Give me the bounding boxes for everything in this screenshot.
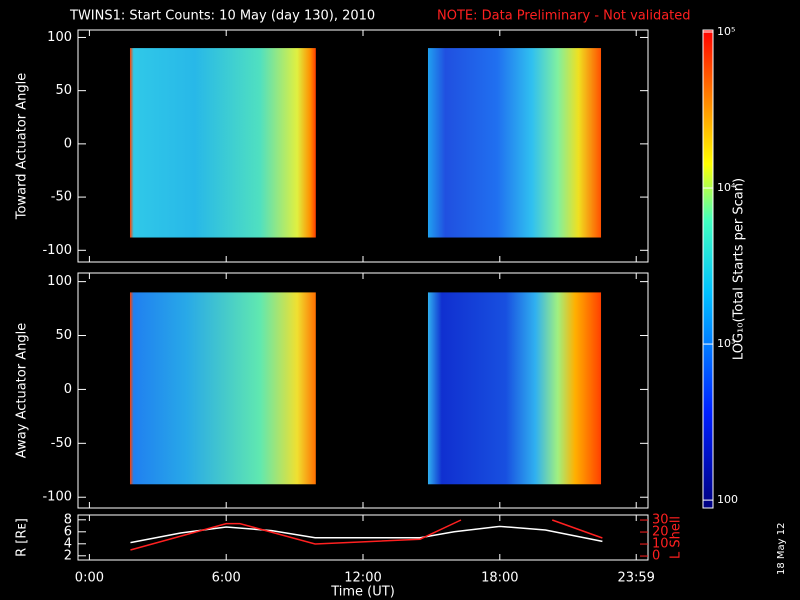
y-axis-label: Toward Actuator Angle — [15, 73, 30, 220]
frame — [77, 272, 649, 509]
y2-tick-label: 10 — [652, 537, 669, 552]
note: NOTE: Data Preliminary - Not validated — [437, 9, 691, 24]
y-tick-label: -100 — [42, 243, 72, 258]
series-line — [130, 526, 602, 542]
y-tick-label: 8 — [64, 512, 72, 527]
heatmap-block — [427, 292, 602, 485]
x-tick-label: 0:00 — [75, 571, 104, 586]
colorbar-tick-label: 10⁴ — [717, 181, 736, 194]
frame — [77, 514, 649, 561]
colorbar-tick-label: 100 — [717, 493, 738, 506]
date-stamp: 18 May 12 — [776, 523, 787, 575]
x-tick-label: 18:00 — [481, 571, 518, 586]
y-tick-label: -50 — [51, 190, 72, 205]
y-tick-label: 0 — [64, 382, 72, 397]
y-tick-label: -100 — [42, 490, 72, 505]
heatmap-block — [129, 48, 316, 238]
y-tick-label: 6 — [64, 524, 72, 539]
y-axis-label: Away Actuator Angle — [15, 323, 30, 458]
y2-axis-label: L Shell — [669, 516, 684, 559]
x-axis-label: Time (UT) — [330, 585, 395, 600]
y-tick-label: 0 — [64, 136, 72, 151]
x-tick-label: 23:59 — [617, 571, 654, 586]
y-tick-label: 2 — [64, 548, 72, 563]
x-tick-label: 6:00 — [212, 571, 241, 586]
heatmap-block — [129, 292, 316, 485]
heatmap-block — [427, 48, 602, 238]
title: TWINS1: Start Counts: 10 May (day 130), … — [69, 9, 375, 24]
y-tick-label: 50 — [55, 83, 72, 98]
series-line — [130, 520, 602, 550]
colorbar-label: LOG₁₀(Total Starts per Scan) — [732, 178, 747, 360]
colorbar — [702, 29, 714, 509]
y-tick-label: -50 — [51, 436, 72, 451]
y-tick-label: 4 — [64, 536, 72, 551]
y2-tick-label: 20 — [652, 525, 669, 540]
y2-tick-label: 30 — [652, 513, 669, 528]
x-tick-label: 12:00 — [344, 571, 381, 586]
y-axis-label: R [Rᴇ] — [15, 518, 30, 557]
frame — [77, 29, 649, 263]
y-tick-label: 50 — [55, 328, 72, 343]
y2-tick-label: 0 — [652, 549, 660, 564]
colorbar-tick-label: 10³ — [717, 337, 735, 350]
y-tick-label: 100 — [47, 274, 72, 289]
y-tick-label: 100 — [47, 30, 72, 45]
colorbar-tick-label: 10⁵ — [717, 25, 735, 38]
